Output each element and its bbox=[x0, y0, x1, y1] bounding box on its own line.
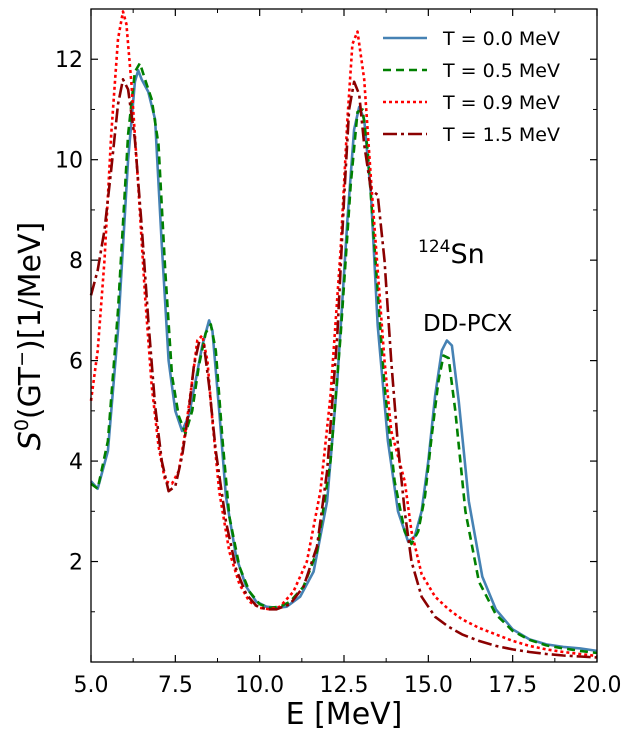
x-tick-label-5: 17.5 bbox=[488, 673, 537, 698]
y-tick-label-3: 8 bbox=[69, 249, 83, 274]
y-tick-label-5: 12 bbox=[55, 48, 83, 73]
x-tick-label-3: 12.5 bbox=[320, 673, 369, 698]
series-line-2 bbox=[89, 10, 598, 658]
y-axis-label: S0(GT−)[1/MeV] bbox=[11, 222, 48, 450]
nucleus-label: 124Sn bbox=[418, 237, 485, 270]
x-tick-label-0: 5.0 bbox=[74, 673, 109, 698]
x-tick-label-1: 7.5 bbox=[158, 673, 193, 698]
y-label-sup: 0 bbox=[11, 419, 33, 431]
legend-label-1: T = 0.5 MeV bbox=[442, 60, 560, 82]
legend-label-3: T = 1.5 MeV bbox=[442, 124, 560, 146]
plot-frame bbox=[90, 8, 598, 663]
y-label-symbol: S bbox=[13, 431, 48, 450]
series-line-0 bbox=[90, 69, 598, 653]
legend-label-0: T = 0.0 MeV bbox=[442, 28, 560, 50]
y-label-tail: )[1/MeV] bbox=[13, 222, 48, 351]
series-layer bbox=[89, 10, 598, 659]
x-tick-label-6: 20.0 bbox=[573, 673, 622, 698]
y-tick-label-4: 10 bbox=[55, 149, 83, 174]
model-label: DD-PCX bbox=[423, 311, 513, 337]
legend-label-2: T = 0.9 MeV bbox=[442, 92, 560, 114]
y-label-sup2: − bbox=[11, 351, 33, 367]
y-tick-label-0: 2 bbox=[69, 551, 83, 576]
series-line-3 bbox=[89, 78, 598, 659]
y-tick-label-2: 6 bbox=[69, 350, 83, 375]
x-axis-label: E [MeV] bbox=[286, 697, 403, 729]
x-tick-label-2: 10.0 bbox=[235, 673, 284, 698]
legend: T = 0.0 MeV T = 0.5 MeV T = 0.9 MeV T = 1.5… bbox=[383, 28, 560, 146]
x-tick-label-4: 15.0 bbox=[404, 673, 453, 698]
y-tick-label-1: 4 bbox=[69, 450, 83, 475]
plot-area bbox=[91, 9, 597, 662]
ticks-layer: 5.0 7.5 10.0 12.5 15.0 17.5 20.0 2 4 6 8 10 12 bbox=[55, 9, 621, 698]
y-label-mid: (GT bbox=[13, 366, 48, 419]
nucleus-mass: 124 bbox=[418, 237, 450, 257]
nucleus-symbol: Sn bbox=[450, 239, 484, 270]
